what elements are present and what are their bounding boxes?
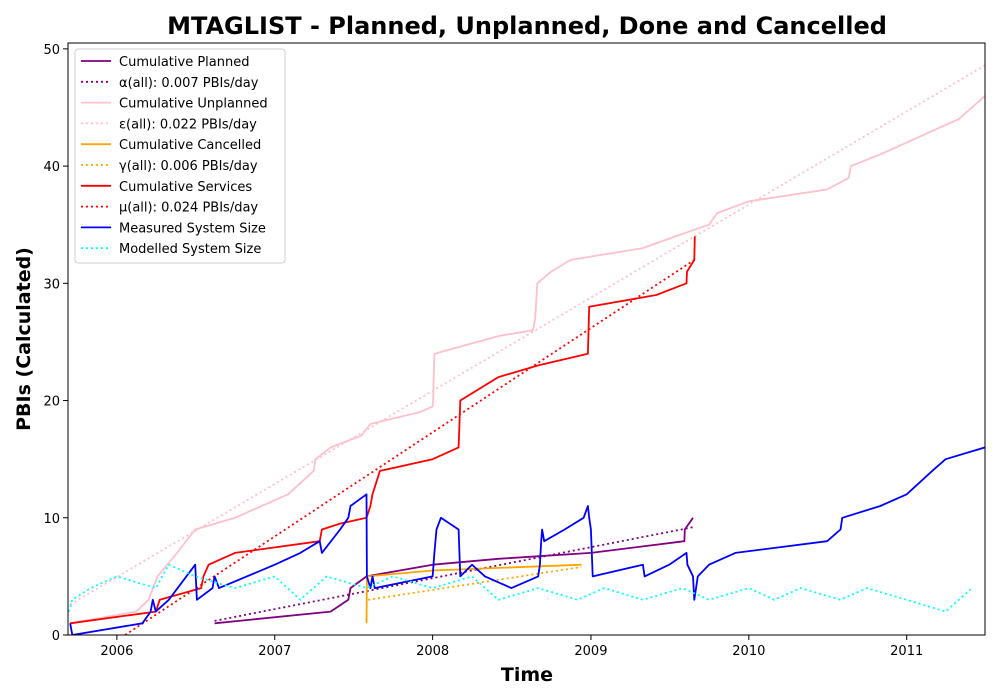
y-tick-label: 20 bbox=[43, 395, 60, 410]
legend-box bbox=[74, 48, 286, 264]
x-tick-label: 2010 bbox=[732, 644, 765, 659]
series-line-all-0-022-pbis-day bbox=[69, 64, 985, 606]
legend-label: α(all): 0.007 PBIs/day bbox=[119, 76, 259, 91]
series-line-cumulative-cancelled bbox=[365, 563, 582, 624]
y-tick-label: 0 bbox=[52, 629, 60, 644]
series-layer bbox=[68, 64, 985, 635]
legend-label: Cumulative Cancelled bbox=[119, 138, 261, 153]
legend-label: γ(all): 0.006 PBIs/day bbox=[119, 159, 258, 174]
y-tick-label: 50 bbox=[43, 43, 60, 58]
legend-label: Measured System Size bbox=[119, 221, 266, 236]
legend-label: Cumulative Services bbox=[119, 180, 252, 195]
series-line-cumulative-services bbox=[70, 236, 696, 625]
y-axis-title: PBIs (Calculated) bbox=[13, 247, 35, 431]
series-line-modelled-system-size bbox=[68, 563, 973, 613]
legend: Cumulative Planned α(all): 0.007 PBIs/day… bbox=[74, 48, 286, 264]
legend-label: ε(all): 0.022 PBIs/day bbox=[119, 117, 257, 132]
series-line-measured-system-size bbox=[69, 446, 985, 635]
x-axis-title: Time bbox=[501, 664, 553, 686]
legend-label: Cumulative Unplanned bbox=[119, 97, 268, 112]
series-line-all-0-006-pbis-day bbox=[368, 566, 582, 601]
x-axis: 2006 2007 2008 2009 2010 2011 bbox=[100, 635, 923, 659]
chart-title: MTAGLIST - Planned, Unplanned, Done and … bbox=[167, 12, 887, 40]
y-axis: 0 10 20 30 40 50 bbox=[43, 43, 68, 644]
y-tick-label: 30 bbox=[43, 277, 60, 292]
legend-label: Modelled System Size bbox=[119, 242, 261, 257]
y-tick-label: 10 bbox=[43, 512, 60, 527]
y-tick-label: 40 bbox=[43, 160, 60, 175]
series-line-cumulative-unplanned bbox=[70, 95, 985, 625]
x-tick-label: 2006 bbox=[100, 644, 133, 659]
x-tick-label: 2011 bbox=[890, 644, 923, 659]
x-tick-label: 2008 bbox=[416, 644, 449, 659]
series-line-all-0-024-pbis-day bbox=[124, 259, 695, 635]
x-tick-label: 2009 bbox=[574, 644, 607, 659]
plot-frame bbox=[67, 42, 986, 636]
x-tick-label: 2007 bbox=[258, 644, 291, 659]
legend-label: Cumulative Planned bbox=[119, 55, 249, 70]
legend-label: μ(all): 0.024 PBIs/day bbox=[119, 201, 258, 216]
series-line-all-0-007-pbis-day bbox=[214, 526, 694, 622]
